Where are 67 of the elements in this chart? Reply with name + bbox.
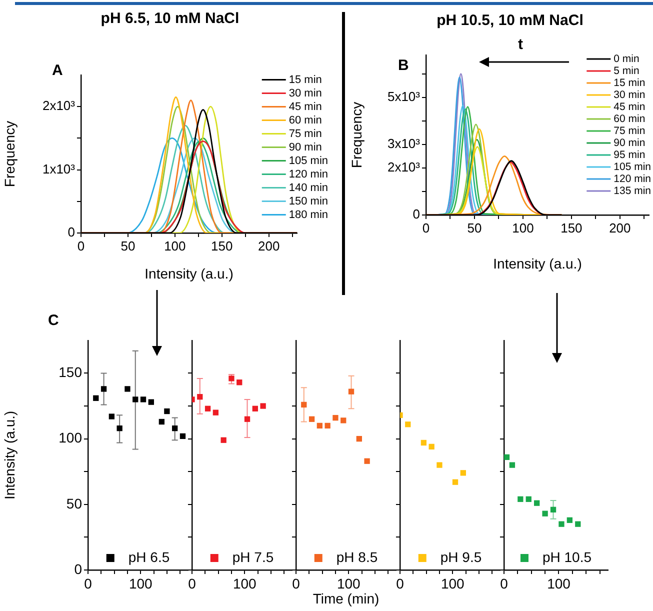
y-tick-label: 1x10³ bbox=[42, 161, 76, 176]
legend-label: 105 min bbox=[614, 160, 652, 173]
legend-label: 140 min bbox=[288, 182, 328, 194]
text: A bbox=[52, 62, 63, 79]
legend-label: 150 min bbox=[288, 195, 328, 208]
x-tick-label: 0 bbox=[500, 575, 508, 592]
y-tick-label: 2x10³ bbox=[42, 98, 76, 114]
y-tick-label: 50 bbox=[66, 495, 82, 512]
legend-label: pH 9.5 bbox=[440, 548, 482, 565]
y-tick-label: 2x10³ bbox=[387, 160, 421, 175]
legend-label: 90 min bbox=[614, 136, 646, 149]
legend-label: 45 min bbox=[614, 100, 646, 113]
legend-label: 5 min bbox=[614, 64, 640, 77]
x-tick-label: 0 bbox=[292, 575, 300, 592]
y-tick-label: 0 bbox=[412, 206, 420, 222]
x-tick-label: 100 bbox=[164, 238, 186, 254]
x-tick-label: 150 bbox=[560, 220, 582, 236]
x-tick-label: 100 bbox=[512, 220, 534, 236]
y-tick-label: 150 bbox=[58, 364, 82, 380]
legend-label: 60 min bbox=[288, 114, 322, 126]
text: C bbox=[48, 312, 59, 329]
x-axis-title: Intensity (a.u.) bbox=[493, 255, 582, 272]
y-tick-label: 5x10³ bbox=[387, 88, 421, 104]
text: t bbox=[518, 36, 523, 53]
legend-label: 60 min bbox=[614, 112, 646, 125]
legend-label: 180 min bbox=[288, 208, 328, 221]
x-tick-label: 200 bbox=[609, 220, 631, 236]
legend-label: pH 7.5 bbox=[232, 548, 274, 565]
legend-label: pH 10.5 bbox=[542, 548, 592, 565]
y-tick-label: 3x10³ bbox=[387, 136, 421, 151]
legend-label: 75 min bbox=[288, 128, 322, 140]
legend-label: 15 min bbox=[614, 76, 646, 89]
legend-label: 30 min bbox=[614, 88, 646, 101]
x-tick-label: 200 bbox=[258, 238, 280, 254]
text: B bbox=[398, 57, 409, 74]
x-tick-label: 100 bbox=[232, 575, 257, 592]
legend-label: 135 min bbox=[614, 184, 652, 197]
x-tick-label: 100 bbox=[128, 575, 153, 592]
legend-label: 75 min bbox=[614, 124, 646, 137]
legend-label: 105 min bbox=[288, 154, 328, 167]
legend-label: 120 min bbox=[288, 168, 328, 180]
legend-label: 95 min bbox=[614, 148, 646, 161]
y-tick-label: 100 bbox=[58, 430, 82, 446]
x-tick-label: 0 bbox=[188, 575, 196, 592]
legend-label: 0 min bbox=[614, 52, 640, 65]
chart-title: pH 6.5, 10 mM NaCl bbox=[100, 10, 240, 27]
x-tick-label: 0 bbox=[84, 575, 92, 592]
x-tick-label: 50 bbox=[467, 220, 482, 236]
y-axis-title: Frequency bbox=[1, 120, 18, 188]
x-axis-title: Time (min) bbox=[312, 590, 380, 606]
x-tick-label: 100 bbox=[336, 575, 361, 592]
x-tick-label: 150 bbox=[211, 238, 233, 254]
legend-label: 15 min bbox=[288, 74, 322, 86]
x-tick-label: 100 bbox=[440, 575, 465, 592]
chart-title: pH 10.5, 10 mM NaCl bbox=[436, 12, 584, 29]
y-axis-title: Frequency bbox=[348, 102, 364, 168]
legend-label: pH 6.5 bbox=[128, 548, 170, 565]
legend-label: 45 min bbox=[288, 100, 322, 113]
x-tick-label: 100 bbox=[547, 575, 571, 592]
y-axis-title: Intensity (a.u.) bbox=[1, 410, 18, 500]
x-axis-title: Intensity (a.u.) bbox=[144, 265, 234, 282]
legend-label: 90 min bbox=[288, 141, 322, 154]
y-tick-label: 0 bbox=[74, 560, 82, 577]
legend-label: 120 min bbox=[614, 172, 652, 185]
x-tick-label: 50 bbox=[120, 238, 136, 254]
legend-label: 30 min bbox=[288, 87, 322, 100]
legend-label: pH 8.5 bbox=[336, 548, 378, 565]
